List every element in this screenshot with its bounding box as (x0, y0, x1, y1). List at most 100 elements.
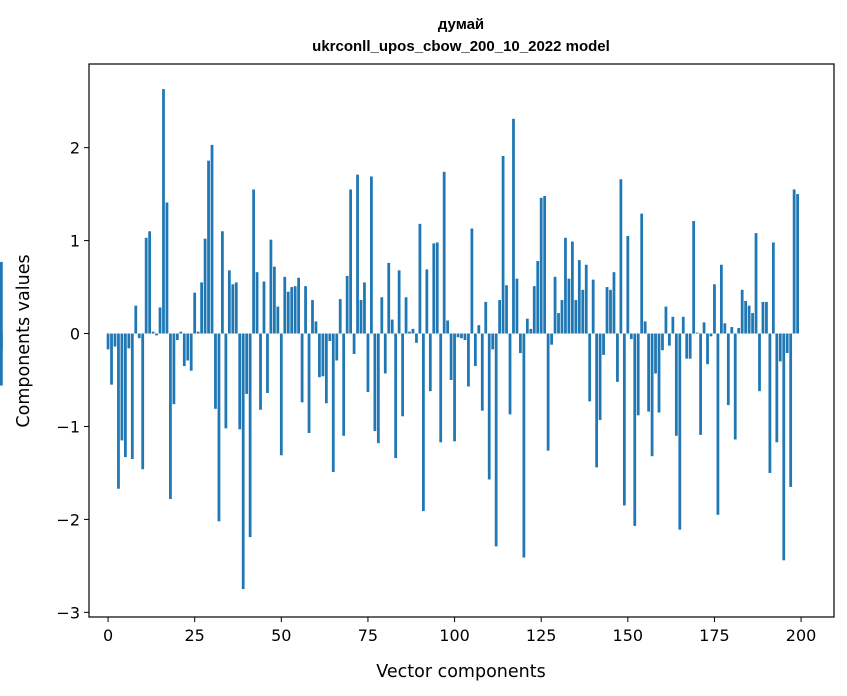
bar-188 (758, 333, 761, 392)
bar-142 (598, 333, 602, 420)
bar-139 (588, 333, 592, 402)
bar-64 (328, 333, 332, 341)
bar-151 (629, 333, 633, 340)
bar-100 (453, 333, 456, 442)
bar-125 (539, 197, 543, 334)
y-tick-label: −1 (56, 417, 80, 436)
bar-undefined (0, 261, 3, 334)
bar-48 (273, 266, 276, 334)
bar-104 (467, 333, 470, 387)
bar-12 (148, 231, 152, 334)
bar-178 (723, 323, 727, 334)
y-tick-label: −2 (56, 510, 80, 529)
bar-135 (574, 300, 578, 334)
bar-132 (564, 237, 567, 334)
bar-193 (775, 333, 779, 443)
bar-102 (460, 333, 463, 339)
y-tick-label: −3 (56, 603, 80, 622)
bar-86 (404, 297, 408, 334)
bar-154 (640, 213, 644, 334)
bar-122 (529, 328, 533, 334)
bar-33 (221, 231, 224, 334)
bar-123 (532, 286, 536, 334)
bar-19 (172, 333, 176, 405)
bar-90 (418, 223, 422, 334)
bar-170 (695, 332, 699, 334)
bar-34 (224, 333, 228, 429)
bar-186 (751, 313, 754, 334)
bar-191 (768, 333, 772, 473)
bar-24 (189, 333, 193, 371)
bar-21 (179, 331, 183, 334)
bar-74 (363, 282, 366, 334)
bar-150 (626, 235, 630, 334)
bar-46 (266, 333, 269, 394)
bar-89 (415, 333, 418, 343)
bar-119 (519, 333, 522, 354)
bar-156 (647, 333, 650, 412)
bar-97 (442, 171, 446, 334)
bar-130 (557, 313, 560, 334)
bar-106 (473, 333, 477, 367)
bar-195 (782, 333, 786, 561)
bar-112 (494, 333, 498, 547)
bar-56 (300, 333, 304, 403)
bar-16 (162, 89, 165, 334)
bar-111 (491, 333, 495, 350)
bar-69 (345, 275, 349, 334)
bar-143 (602, 333, 605, 355)
bar-155 (643, 321, 647, 334)
bar-131 (560, 300, 564, 334)
bar-118 (515, 278, 519, 334)
bar-22 (182, 333, 186, 367)
bar-92 (425, 269, 429, 334)
bar-115 (505, 285, 508, 334)
bar-101 (456, 333, 460, 338)
bar-38 (238, 333, 242, 430)
bar-57 (304, 286, 307, 334)
chart-title: думай (438, 16, 484, 33)
x-tick-label: 25 (185, 626, 205, 645)
bar-117 (512, 118, 515, 334)
bar-159 (657, 333, 661, 413)
bar-166 (681, 316, 685, 334)
x-tick-label: 175 (699, 626, 730, 645)
bar-17 (165, 202, 169, 334)
bar-129 (553, 276, 557, 334)
bar-65 (331, 333, 335, 473)
bar-11 (144, 237, 148, 334)
bar-45 (262, 281, 266, 334)
bar-28 (203, 238, 207, 334)
bar-42 (252, 189, 255, 334)
chart-subtitle: ukrconll_upos_cbow_200_10_2022 model (312, 38, 610, 55)
bar-165 (678, 333, 682, 530)
bar-174 (709, 333, 713, 337)
bar-137 (581, 289, 585, 334)
bar-109 (484, 301, 488, 334)
bar-15 (158, 307, 162, 334)
bar-181 (733, 333, 737, 440)
bar-88 (411, 328, 415, 334)
bar-162 (668, 333, 671, 346)
bar-180 (730, 327, 734, 334)
bar-66 (335, 333, 339, 361)
bar-61 (318, 333, 321, 378)
bar-145 (609, 289, 612, 334)
bar-1 (110, 333, 113, 385)
bar-36 (231, 284, 235, 334)
bar-172 (702, 322, 706, 334)
bar-167 (685, 333, 689, 359)
bar-136 (577, 260, 581, 334)
bar-148 (619, 179, 623, 334)
x-tick-label: 200 (786, 626, 817, 645)
bar-58 (307, 333, 311, 433)
bar-93 (428, 333, 432, 392)
bar-158 (654, 333, 657, 374)
bar-157 (650, 333, 654, 457)
bar-147 (616, 333, 619, 382)
bar-168 (688, 333, 692, 359)
bar-75 (366, 333, 370, 393)
bar-31 (214, 333, 217, 409)
bar-176 (716, 333, 720, 515)
bars-group (0, 89, 799, 590)
